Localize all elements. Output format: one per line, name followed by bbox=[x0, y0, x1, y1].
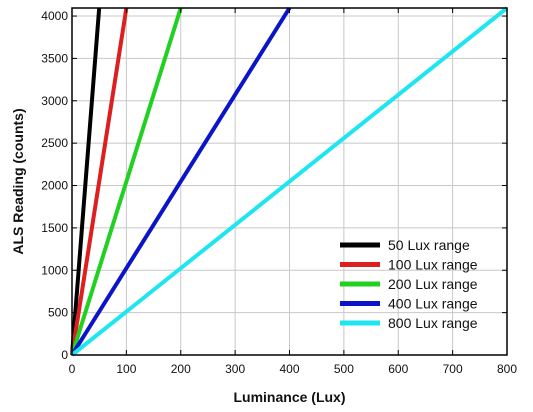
y-tick-label: 1000 bbox=[41, 263, 68, 277]
y-tick-label: 3500 bbox=[41, 51, 68, 65]
x-axis-title: Luminance (Lux) bbox=[233, 389, 345, 405]
legend-label: 100 Lux range bbox=[388, 257, 478, 273]
y-tick-label: 2500 bbox=[41, 136, 68, 150]
x-tick-label: 200 bbox=[171, 362, 191, 376]
y-tick-label: 1500 bbox=[41, 221, 68, 235]
y-tick-label: 2000 bbox=[41, 179, 68, 193]
x-tick-label: 0 bbox=[69, 362, 76, 376]
grid bbox=[72, 8, 507, 355]
y-tick-label: 4000 bbox=[41, 9, 68, 23]
y-tick-label: 3000 bbox=[41, 94, 68, 108]
series-line bbox=[70, 7, 102, 356]
y-axis-title: ALS Reading (counts) bbox=[10, 108, 26, 254]
series-line bbox=[70, 6, 292, 357]
x-tick-label: 400 bbox=[279, 362, 299, 376]
y-tick-label: 0 bbox=[61, 348, 68, 362]
axis-ticks: 0 100 200 300 400 500 600 700 800 0 500 1000 1500 200… bbox=[41, 8, 517, 376]
legend-label: 50 Lux range bbox=[388, 237, 470, 253]
series-line bbox=[70, 7, 183, 356]
series-lines bbox=[70, 6, 509, 357]
x-tick-label: 800 bbox=[497, 362, 517, 376]
legend-label: 800 Lux range bbox=[388, 315, 478, 331]
legend-label: 200 Lux range bbox=[388, 276, 478, 292]
x-tick-label: 100 bbox=[116, 362, 136, 376]
x-tick-label: 700 bbox=[443, 362, 463, 376]
x-tick-label: 500 bbox=[334, 362, 354, 376]
x-tick-label: 600 bbox=[388, 362, 408, 376]
series-line bbox=[70, 7, 129, 356]
series-line bbox=[70, 6, 509, 357]
legend: 50 Lux range 100 Lux range 200 Lux range 40… bbox=[340, 237, 478, 331]
x-tick-label: 300 bbox=[225, 362, 245, 376]
legend-label: 400 Lux range bbox=[388, 296, 478, 312]
y-tick-label: 500 bbox=[48, 306, 68, 320]
